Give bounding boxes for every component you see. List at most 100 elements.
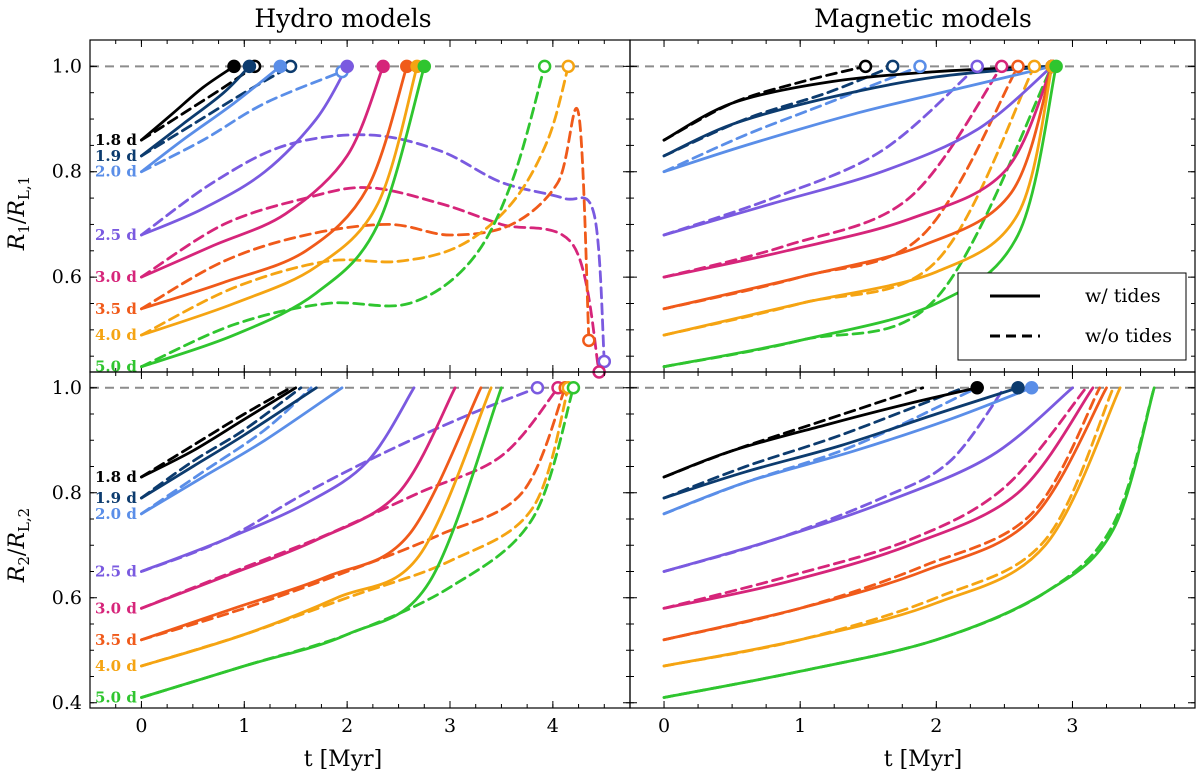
marker-1.9d-dashed [886, 59, 900, 74]
series-3.5d-solid [140, 386, 483, 642]
xlabel-right-text: t [Myr] [884, 747, 962, 772]
series-2.0d-solid [140, 386, 344, 516]
series-2.5d-solid [662, 64, 1054, 237]
ytick-label: 1.0 [52, 55, 82, 77]
series-2.5d-solid [140, 64, 349, 237]
series-1.8d-solid [140, 64, 236, 142]
series-3.0d-solid [662, 386, 1095, 610]
period-label-1.9d: 1.9 d [95, 147, 137, 165]
period-label-1.9d: 1.9 d [95, 489, 137, 507]
marker-1.9d-solid [1011, 381, 1025, 395]
series-2.5d-solid [662, 386, 1074, 573]
period-label-2.5d: 2.5 d [95, 563, 137, 581]
title-hydro-models: Hydro models [254, 4, 431, 33]
series-group [662, 386, 1156, 699]
xlabel-right: t [Myr] [884, 747, 962, 772]
series-group [140, 386, 575, 699]
xtick-label: 4 [547, 715, 559, 737]
series-group [140, 64, 606, 372]
marker-2.5d-dashed [597, 354, 612, 369]
legend-solid-label: w/ tides [1085, 285, 1161, 307]
series-3.0d-dashed [140, 186, 601, 372]
series-2.0d-solid [662, 64, 1054, 174]
series-5.0d-dashed [140, 386, 575, 699]
axes-frame [629, 371, 1196, 709]
series-1.8d-solid [662, 386, 979, 479]
ytick-label: 0.6 [52, 587, 82, 609]
marker-5.0d-solid [417, 59, 432, 74]
marker-3.5d-dashed [1011, 59, 1025, 74]
series-1.9d-dashed [662, 386, 965, 500]
marker-3.0d-solid [376, 59, 390, 74]
series-1.9d-dashed [140, 386, 303, 500]
ylabel-bottom: R2/RL,2 [5, 508, 33, 583]
series-3.0d-dashed [140, 386, 560, 610]
marker-5.0d-dashed [566, 381, 581, 395]
series-3.5d-dashed [662, 386, 1102, 642]
series-5.0d-solid [140, 64, 426, 369]
series-4.0d-solid [140, 64, 419, 337]
xtick-label: 1 [238, 715, 250, 737]
xtick-label: 2 [341, 715, 353, 737]
series-5.0d-solid [662, 64, 1058, 369]
series-2.5d-dashed [140, 386, 539, 573]
marker-5.0d-dashed [537, 59, 552, 74]
series-1.8d-dashed [140, 386, 292, 479]
ytick-label: 0.6 [52, 266, 82, 288]
ytick-label: 0.8 [52, 482, 82, 504]
marker-2.0d-dashed [913, 59, 927, 74]
series-1.8d-solid [140, 386, 298, 479]
marker-4.0d-dashed [561, 59, 576, 74]
series-4.0d-solid [140, 386, 493, 668]
series-4.0d-dashed [140, 64, 570, 337]
series-4.0d-solid [662, 64, 1054, 337]
panels: 0.60.81.01.8 d1.9 d2.0 d2.5 d3.0 d3.5 d4… [52, 39, 1196, 737]
panel-top-right [629, 39, 1196, 373]
marker-2.5d-dashed [970, 59, 984, 74]
ylabel-top-text: R1/RL,1 [5, 176, 33, 251]
legend-box [957, 272, 1187, 361]
marker-1.8d-dashed [858, 59, 873, 74]
series-group [662, 64, 1058, 369]
series-1.8d-dashed [662, 64, 867, 142]
series-2.0d-dashed [662, 64, 922, 174]
xtick-label: 1 [794, 715, 806, 737]
series-5.0d-solid [140, 386, 503, 699]
xtick-label: 3 [444, 715, 456, 737]
series-3.0d-solid [662, 64, 1054, 279]
period-label-4.0d: 4.0 d [95, 657, 137, 675]
panel-bottom-right: 0 1 2 3 [629, 371, 1196, 737]
marker-2.5d-solid [340, 59, 354, 74]
series-1.9d-solid [140, 386, 318, 500]
series-3.0d-dashed [662, 64, 1004, 279]
series-1.9d-dashed [140, 64, 292, 158]
axes-frame [89, 39, 631, 373]
period-label-3.0d: 3.0 d [95, 599, 137, 617]
series-3.5d-solid [140, 64, 409, 311]
legend: w/ tides w/o tides [957, 272, 1187, 361]
xlabel-left: t [Myr] [304, 747, 382, 772]
marker-2.0d-solid [273, 59, 288, 74]
series-3.5d-solid [662, 64, 1054, 311]
marker-5.0d-solid [1049, 59, 1063, 74]
period-label-1.8d: 1.8 d [95, 468, 137, 486]
series-1.9d-solid [662, 386, 1020, 500]
series-3.5d-dashed [662, 64, 1020, 311]
period-label-5.0d: 5.0 d [95, 358, 137, 376]
series-2.0d-dashed [140, 70, 344, 174]
ylabel-top: R1/RL,1 [5, 176, 33, 251]
period-label-1.8d: 1.8 d [95, 131, 137, 149]
series-4.0d-solid [662, 386, 1122, 668]
series-3.0d-solid [140, 386, 457, 610]
title-magnetic-models: Magnetic models [814, 4, 1032, 33]
period-label-4.0d: 4.0 d [95, 326, 137, 344]
xlabel-left-text: t [Myr] [304, 747, 382, 772]
series-3.5d-dashed [140, 107, 591, 342]
marker-1.9d-solid [242, 59, 257, 74]
period-label-5.0d: 5.0 d [95, 689, 137, 707]
series-2.5d-dashed [140, 133, 606, 363]
marker-2.0d-solid [1024, 381, 1039, 395]
series-2.0d-dashed [140, 386, 313, 516]
period-label-2.0d: 2.0 d [95, 163, 137, 181]
